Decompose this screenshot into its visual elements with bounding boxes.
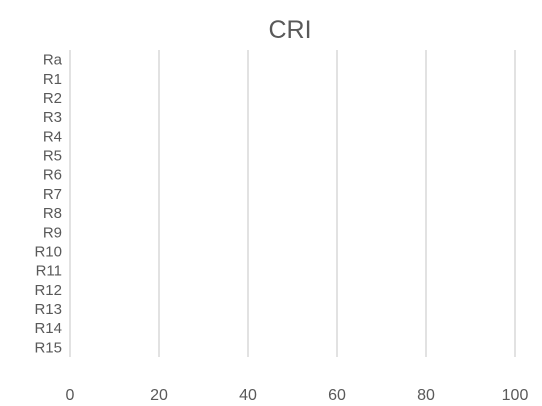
category-label-r15: R15: [34, 339, 62, 356]
category-label-r13: R13: [34, 301, 62, 318]
x-tick-label-60: 60: [328, 387, 346, 404]
category-label-r11: R11: [36, 263, 62, 280]
category-label-ra: Ra: [43, 52, 63, 69]
x-tick-label-0: 0: [66, 387, 75, 404]
category-axis-labels: Ra R1 R2 R3 R4 R5 R6 R7 R8 R9 R10 R11 R12 R13 R14 R15: [34, 52, 62, 357]
category-label-r12: R12: [34, 282, 62, 299]
category-label-r8: R8: [43, 205, 62, 222]
gridlines: [69, 50, 516, 357]
category-label-r7: R7: [43, 186, 62, 203]
category-label-r4: R4: [43, 128, 62, 145]
category-label-r9: R9: [43, 224, 62, 241]
x-tick-label-40: 40: [239, 387, 257, 404]
category-label-r14: R14: [34, 320, 62, 337]
category-label-r3: R3: [43, 109, 62, 126]
category-label-r5: R5: [43, 148, 62, 165]
x-tick-label-100: 100: [502, 387, 529, 404]
x-tick-label-80: 80: [417, 387, 435, 404]
category-label-r6: R6: [43, 167, 62, 184]
chart-title: CRI: [268, 16, 311, 44]
category-label-r1: R1: [43, 71, 62, 88]
x-tick-label-20: 20: [150, 387, 168, 404]
category-label-r2: R2: [43, 90, 62, 107]
value-axis-tick-labels: 0 20 40 60 80 100: [66, 387, 529, 404]
category-label-r10: R10: [34, 243, 62, 260]
